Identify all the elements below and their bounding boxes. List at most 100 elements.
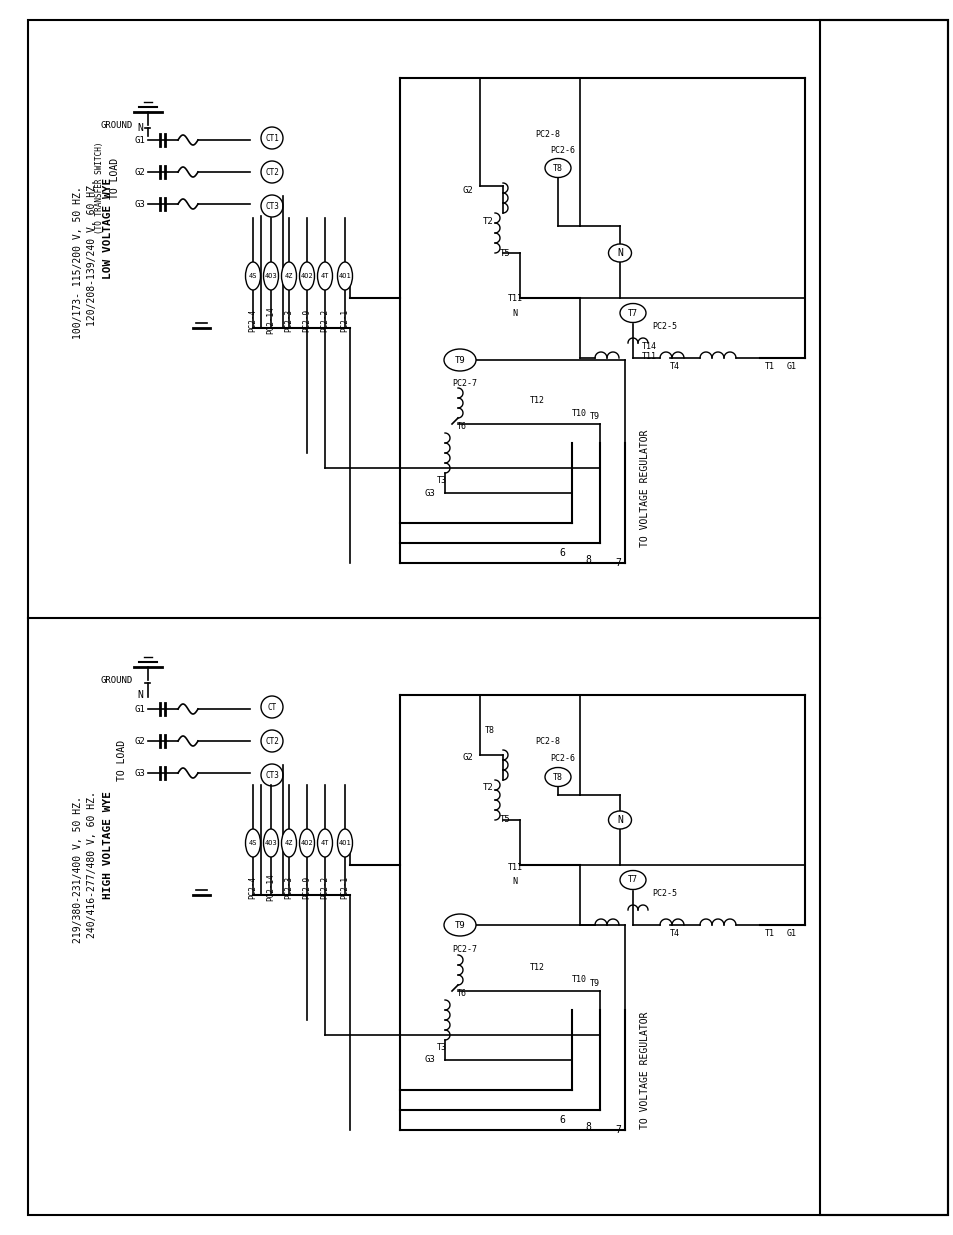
Text: G1: G1: [786, 362, 796, 370]
Text: 8: 8: [584, 1123, 590, 1132]
Ellipse shape: [608, 811, 631, 829]
Text: T8: T8: [484, 725, 495, 735]
Ellipse shape: [299, 262, 314, 290]
Text: T11: T11: [641, 352, 657, 361]
Text: PC2-8: PC2-8: [535, 736, 559, 746]
Text: T7: T7: [627, 309, 638, 317]
Text: 219/380-231/400 V, 50 HZ.: 219/380-231/400 V, 50 HZ.: [73, 797, 83, 944]
Text: T1: T1: [764, 362, 774, 370]
Text: G1: G1: [786, 929, 796, 937]
Text: CT: CT: [267, 703, 276, 711]
Text: 6: 6: [558, 1115, 564, 1125]
Text: T5: T5: [499, 815, 510, 825]
Text: PC2-14: PC2-14: [266, 306, 275, 333]
Text: T8: T8: [553, 163, 562, 173]
Text: GROUND: GROUND: [101, 676, 132, 684]
Text: PC2-2: PC2-2: [320, 876, 329, 899]
Text: PC2-6: PC2-6: [550, 753, 575, 762]
Text: 4O3: 4O3: [264, 840, 277, 846]
Text: 6: 6: [558, 548, 564, 558]
Text: TO VOLTAGE REGULATOR: TO VOLTAGE REGULATOR: [639, 430, 649, 547]
Ellipse shape: [608, 245, 631, 262]
Text: 4S: 4S: [249, 840, 257, 846]
Ellipse shape: [337, 262, 352, 290]
Ellipse shape: [245, 262, 260, 290]
Text: PC2-3: PC2-3: [284, 876, 294, 899]
Text: PC2-9: PC2-9: [302, 876, 312, 899]
Text: T8: T8: [553, 773, 562, 782]
Text: T11: T11: [507, 862, 522, 872]
Text: 7: 7: [615, 1125, 620, 1135]
Text: 4Z: 4Z: [284, 840, 293, 846]
Text: 7: 7: [615, 558, 620, 568]
Text: T10: T10: [572, 409, 586, 417]
Ellipse shape: [544, 158, 571, 178]
Text: N: N: [617, 248, 622, 258]
Ellipse shape: [263, 829, 278, 857]
Text: LOW VOLTAGE WYE: LOW VOLTAGE WYE: [103, 178, 112, 279]
Text: HIGH VOLTAGE WYE: HIGH VOLTAGE WYE: [103, 790, 112, 899]
Text: N: N: [617, 815, 622, 825]
Text: G2: G2: [134, 168, 145, 177]
Ellipse shape: [317, 829, 333, 857]
Text: PC2-4: PC2-4: [248, 309, 257, 331]
Text: GROUND: GROUND: [101, 121, 132, 130]
Text: 4O1: 4O1: [338, 273, 351, 279]
Text: N: N: [512, 878, 517, 887]
Text: T12: T12: [530, 395, 544, 405]
Ellipse shape: [337, 829, 352, 857]
Text: PC2-4: PC2-4: [248, 876, 257, 899]
Ellipse shape: [245, 829, 260, 857]
Text: PC2-5: PC2-5: [651, 321, 677, 331]
Text: TO LOAD: TO LOAD: [117, 740, 127, 781]
Text: PC2-5: PC2-5: [651, 888, 677, 898]
Text: G3: G3: [424, 489, 435, 498]
Text: T9: T9: [455, 920, 465, 930]
Text: G3: G3: [134, 768, 145, 778]
Ellipse shape: [281, 262, 296, 290]
Text: TO LOAD: TO LOAD: [110, 157, 120, 199]
Text: T12: T12: [530, 962, 544, 972]
Text: 100/173- 115/200 V, 50 HZ.: 100/173- 115/200 V, 50 HZ.: [73, 186, 83, 340]
Text: T10: T10: [572, 976, 586, 984]
Text: N: N: [137, 124, 143, 133]
Text: 4O2: 4O2: [300, 840, 313, 846]
Text: PC2-8: PC2-8: [535, 130, 559, 138]
Text: PC2-7: PC2-7: [452, 946, 477, 955]
Ellipse shape: [263, 262, 278, 290]
Text: PC2-9: PC2-9: [302, 309, 312, 331]
Text: PC2-14: PC2-14: [266, 873, 275, 900]
Text: PC2-6: PC2-6: [550, 146, 575, 154]
Text: 240/416-277/480 V, 60 HZ.: 240/416-277/480 V, 60 HZ.: [87, 792, 97, 939]
Text: CT2: CT2: [265, 736, 278, 746]
Text: G1: G1: [134, 704, 145, 714]
Text: T2: T2: [482, 783, 493, 793]
Text: (TO TRANSFER SWITCH): (TO TRANSFER SWITCH): [95, 142, 105, 235]
Ellipse shape: [443, 914, 476, 936]
Text: G1: G1: [134, 136, 145, 144]
Text: PC2-1: PC2-1: [340, 876, 349, 899]
Text: T3: T3: [436, 475, 447, 484]
Text: T9: T9: [455, 356, 465, 364]
Text: 120/208-139/240 V, 60 HZ.: 120/208-139/240 V, 60 HZ.: [87, 179, 97, 326]
Text: TO VOLTAGE REGULATOR: TO VOLTAGE REGULATOR: [639, 1011, 649, 1129]
Text: PC2-3: PC2-3: [284, 309, 294, 331]
Text: 4O3: 4O3: [264, 273, 277, 279]
Text: T1: T1: [764, 929, 774, 937]
Text: T3: T3: [436, 1042, 447, 1051]
Text: 4S: 4S: [249, 273, 257, 279]
Text: T2: T2: [482, 216, 493, 226]
Text: 8: 8: [584, 555, 590, 564]
Bar: [820, 20, 947, 1215]
Text: T14: T14: [641, 342, 657, 351]
Text: PC2-7: PC2-7: [452, 378, 477, 388]
Text: PC2-1: PC2-1: [340, 309, 349, 331]
Ellipse shape: [317, 262, 333, 290]
Text: T9: T9: [589, 978, 599, 988]
Text: N: N: [512, 309, 517, 317]
Text: N: N: [137, 690, 143, 700]
Ellipse shape: [299, 829, 314, 857]
Text: CT1: CT1: [265, 133, 278, 142]
Text: G2: G2: [462, 185, 473, 194]
Text: T11: T11: [507, 294, 522, 303]
